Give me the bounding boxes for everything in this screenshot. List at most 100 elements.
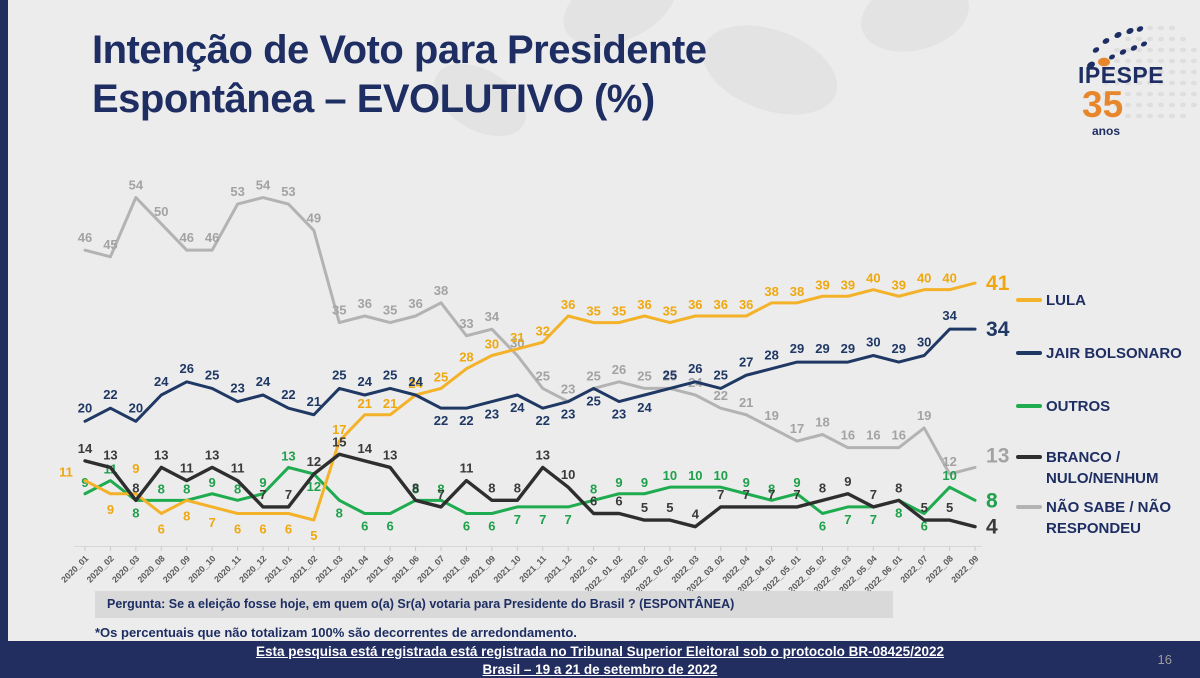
branco-nulo-data-label: 8 (412, 480, 419, 495)
logo-dot (1179, 69, 1187, 75)
logo-dot (1179, 47, 1187, 53)
nao-sabe-data-label: 23 (561, 382, 575, 397)
logo-dot (1113, 58, 1121, 64)
branco-nulo-data-label: 7 (437, 487, 444, 502)
outros-data-label: 9 (793, 475, 800, 490)
lula-data-label: 7 (209, 515, 216, 530)
branco-nulo-data-label: 8 (819, 480, 826, 495)
title-line-2: Espontânea – EVOLUTIVO (%) (92, 76, 655, 121)
bolsonaro-data-label: 23 (485, 407, 499, 422)
bolsonaro-data-label: 24 (637, 400, 652, 415)
logo-dot (1114, 31, 1122, 39)
logo-dot (1157, 91, 1165, 97)
left-accent-bar (0, 0, 8, 643)
logo-dot (1135, 69, 1143, 75)
footer-date-text: Brasil – 19 a 21 de setembro de 2022 (482, 662, 718, 677)
outros-data-label: 6 (819, 519, 826, 534)
nao-sabe-data-label: 54 (256, 178, 271, 193)
lula-data-label: 39 (815, 277, 829, 292)
lula-data-label: 38 (790, 284, 804, 299)
branco-nulo-data-label: 6 (615, 494, 622, 509)
logo-dot (1168, 80, 1176, 86)
legend-item-lula: LULA (1016, 290, 1086, 311)
nao-sabe-data-label: 17 (790, 421, 804, 436)
nao-sabe-data-label: 16 (892, 428, 906, 443)
legend-label: OUTROS (1046, 398, 1111, 415)
lula-data-label: 6 (158, 522, 165, 537)
branco-nulo-data-label: 14 (78, 441, 93, 456)
nao-sabe-data-label: 53 (281, 184, 295, 199)
ipespe-logo: IPESPE 35 anos (1066, 10, 1200, 148)
logo-dot (1124, 80, 1132, 86)
lula-data-label: 38 (764, 284, 778, 299)
nao-sabe-data-label: 16 (841, 428, 855, 443)
logo-dot (1135, 91, 1143, 97)
page-number: 16 (1157, 652, 1172, 667)
lula-data-label: 32 (536, 323, 550, 338)
logo-dot (1119, 49, 1127, 55)
lula-data-label: 35 (612, 304, 626, 319)
branco-nulo-data-label: 5 (666, 500, 673, 515)
bolsonaro-data-label: 25 (332, 367, 346, 382)
question-box: Pergunta: Se a eleição fosse hoje, em qu… (95, 591, 893, 618)
legend-label: NÃO SABE / NÃO RESPONDEU (1046, 499, 1172, 537)
lula-line (83, 281, 977, 522)
branco-nulo-data-label: 7 (793, 487, 800, 502)
nao-sabe-data-label: 16 (866, 428, 880, 443)
logo-dot (1190, 58, 1198, 64)
branco-nulo-data-label: 7 (768, 487, 775, 502)
bolsonaro-data-label: 22 (281, 387, 295, 402)
logo-dot (1146, 58, 1154, 64)
bolsonaro-data-label: 25 (714, 367, 728, 382)
logo-dot (1135, 80, 1143, 86)
lula-data-label: 40 (917, 271, 931, 286)
logo-dot (1087, 61, 1095, 69)
nao-sabe-data-label: 46 (78, 230, 92, 245)
outros-data-label: 7 (844, 512, 851, 527)
outros-data-label: 8 (412, 481, 419, 496)
logo-dot (1157, 25, 1165, 31)
logo-dot (1124, 47, 1132, 53)
outros-data-label: 6 (488, 519, 495, 534)
bolsonaro-data-label: 22 (536, 413, 550, 428)
logo-dot (1157, 80, 1165, 86)
bolsonaro-data-label: 24 (357, 374, 372, 389)
lula-data-label: 6 (285, 522, 292, 537)
legend-swatch (1016, 505, 1042, 509)
outros-data-label: 6 (387, 519, 394, 534)
branco-nulo-data-label: 11 (180, 461, 194, 476)
branco-nulo-data-label: 8 (514, 480, 521, 495)
outros-data-label: 9 (641, 475, 648, 490)
lula-data-label: 40 (942, 271, 956, 286)
outros-data-label: 10 (663, 468, 677, 483)
lula-data-label: 25 (434, 369, 448, 384)
bolsonaro-data-label: 25 (383, 367, 397, 382)
logo-dot (1190, 91, 1198, 97)
bolsonaro-data-label: 34 (942, 308, 957, 323)
logo-dot (1168, 91, 1176, 97)
branco-nulo-data-label: 8 (895, 480, 902, 495)
legend-swatch (1016, 455, 1042, 459)
logo-dot (1168, 69, 1176, 75)
outros-data-label: 7 (514, 512, 521, 527)
logo-dot (1124, 91, 1132, 97)
lula-data-label: 39 (892, 277, 906, 292)
logo-dot (1135, 47, 1143, 53)
rounding-footnote: *Os percentuais que não totalizam 100% s… (95, 625, 577, 640)
lula-data-label: 8 (183, 508, 190, 523)
nao-sabe-data-label: 26 (612, 362, 626, 377)
logo-dot (1179, 36, 1187, 42)
bolsonaro-data-label: 22 (103, 387, 117, 402)
branco-nulo-data-label: 4 (692, 507, 700, 522)
evolution-line-chart: 2020_012020_022020_032020_082020_092020_… (59, 178, 1010, 596)
logo-dot (1135, 113, 1143, 119)
outros-data-label: 10 (688, 468, 702, 483)
bolsonaro-data-label: 20 (78, 400, 92, 415)
bolsonaro-data-label: 24 (154, 374, 169, 389)
branco-nulo-data-label: 9 (844, 474, 851, 489)
logo-dot (1157, 58, 1165, 64)
legend-swatch (1016, 351, 1042, 355)
outros-data-label: 12 (307, 479, 321, 494)
outros-data-label: 8 (336, 505, 343, 520)
